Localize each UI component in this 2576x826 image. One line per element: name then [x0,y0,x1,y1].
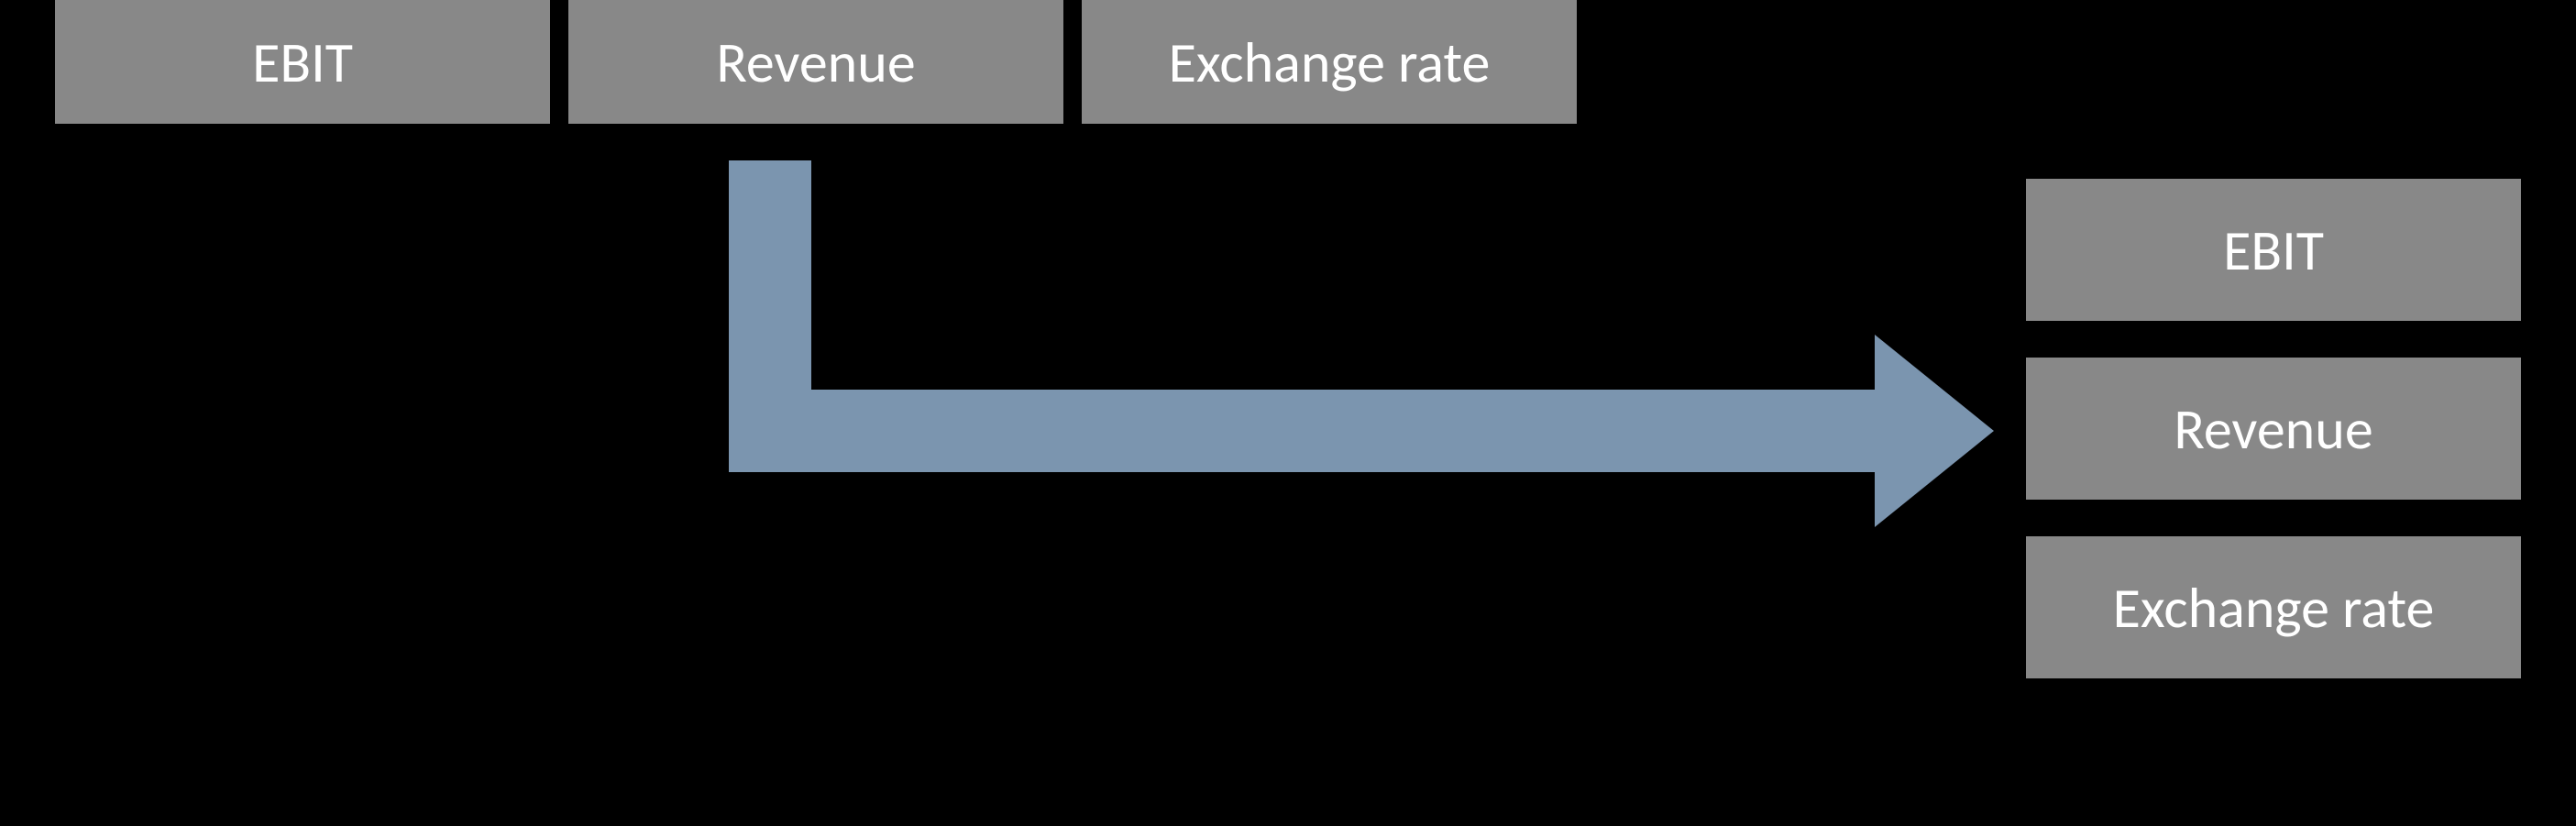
bent-arrow-icon [0,0,2576,826]
